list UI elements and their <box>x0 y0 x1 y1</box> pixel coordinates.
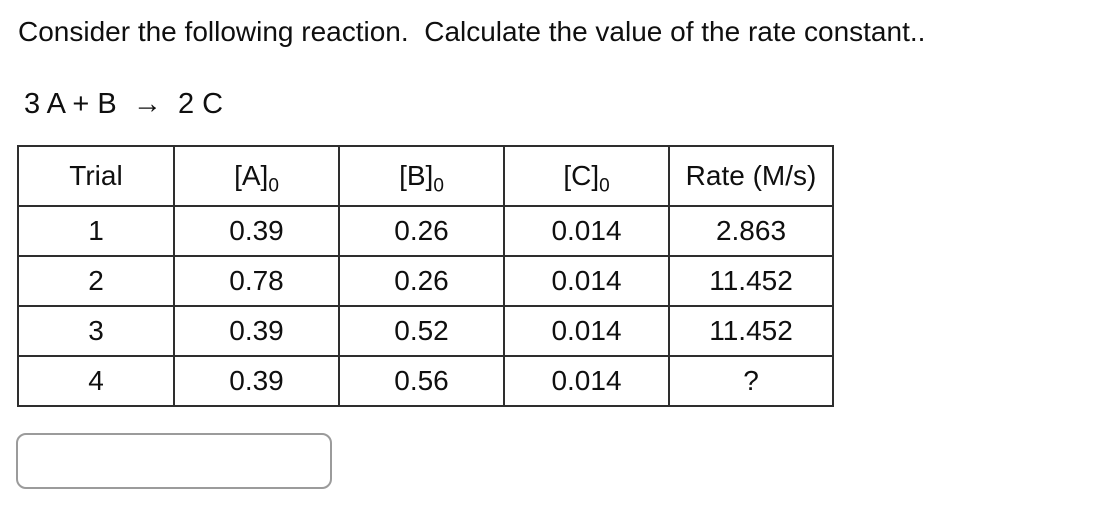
header-b0: [B]0 <box>338 145 505 207</box>
cell-c0: 0.014 <box>503 355 670 407</box>
cell-a0: 0.39 <box>173 205 340 257</box>
cell-trial: 3 <box>17 305 175 357</box>
rate-data-table: Trial [A]0 [B]0 [C]0 Rate (M/s) 1 0.39 0… <box>17 145 834 407</box>
cell-a0: 0.39 <box>173 305 340 357</box>
table-row: 2 0.78 0.26 0.014 11.452 <box>17 255 834 307</box>
header-c0: [C]0 <box>503 145 670 207</box>
cell-c0: 0.014 <box>503 255 670 307</box>
answer-input[interactable] <box>16 433 332 489</box>
header-a0: [A]0 <box>173 145 340 207</box>
cell-c0: 0.014 <box>503 205 670 257</box>
cell-a0: 0.78 <box>173 255 340 307</box>
cell-trial: 2 <box>17 255 175 307</box>
table-header-row: Trial [A]0 [B]0 [C]0 Rate (M/s) <box>17 145 834 207</box>
cell-b0: 0.56 <box>338 355 505 407</box>
cell-rate: ? <box>668 355 834 407</box>
table-row: 1 0.39 0.26 0.014 2.863 <box>17 205 834 257</box>
table-row: 4 0.39 0.56 0.014 ? <box>17 355 834 407</box>
cell-b0: 0.26 <box>338 205 505 257</box>
table-row: 3 0.39 0.52 0.014 11.452 <box>17 305 834 357</box>
cell-b0: 0.52 <box>338 305 505 357</box>
question-title: Consider the following reaction. Calcula… <box>18 16 926 47</box>
cell-rate: 11.452 <box>668 305 834 357</box>
cell-rate: 11.452 <box>668 255 834 307</box>
reaction-equation: 3 A + B → 2 C <box>24 88 224 120</box>
cell-b0: 0.26 <box>338 255 505 307</box>
header-trial: Trial <box>17 145 175 207</box>
cell-c0: 0.014 <box>503 305 670 357</box>
cell-rate: 2.863 <box>668 205 834 257</box>
cell-trial: 1 <box>17 205 175 257</box>
cell-a0: 0.39 <box>173 355 340 407</box>
cell-trial: 4 <box>17 355 175 407</box>
header-rate: Rate (M/s) <box>668 145 834 207</box>
